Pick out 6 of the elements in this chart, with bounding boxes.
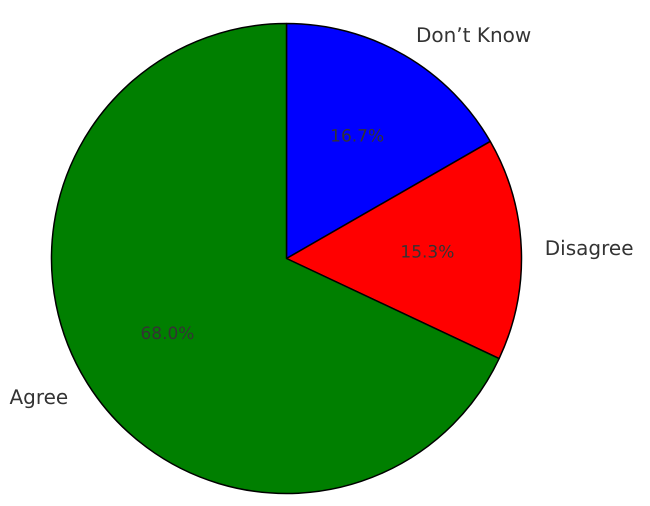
slice-label: Disagree: [544, 236, 634, 260]
slice-label: Agree: [9, 385, 68, 410]
data-label: 68.0%: [140, 324, 194, 344]
slice-label: Don’t Know: [416, 22, 532, 47]
data-label: 16.7%: [330, 126, 384, 146]
data-label: 15.3%: [400, 242, 454, 263]
